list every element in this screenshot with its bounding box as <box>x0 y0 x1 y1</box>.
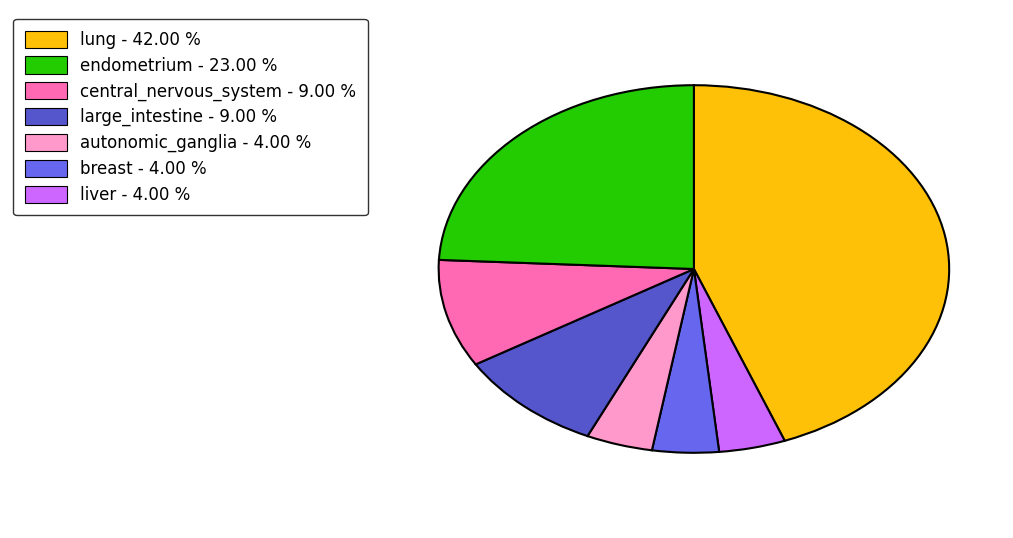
Wedge shape <box>439 260 694 364</box>
Wedge shape <box>652 269 719 453</box>
Wedge shape <box>439 85 694 269</box>
Wedge shape <box>588 269 694 450</box>
Wedge shape <box>694 85 949 441</box>
Wedge shape <box>694 269 785 452</box>
Wedge shape <box>476 269 694 436</box>
Legend: lung - 42.00 %, endometrium - 23.00 %, central_nervous_system - 9.00 %, large_in: lung - 42.00 %, endometrium - 23.00 %, c… <box>13 19 368 215</box>
